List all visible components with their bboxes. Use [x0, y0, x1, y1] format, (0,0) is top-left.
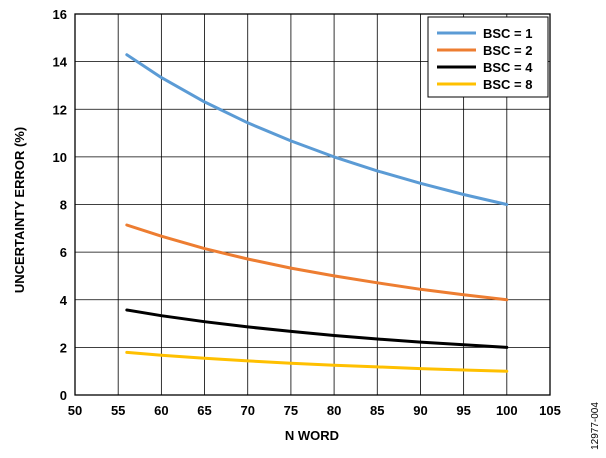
legend-label: BSC = 8: [483, 77, 533, 92]
y-tick-label: 6: [60, 245, 67, 260]
y-tick-label: 16: [53, 7, 67, 22]
x-axis-title: N WORD: [285, 428, 339, 443]
y-tick-label: 0: [60, 388, 67, 403]
legend-label: BSC = 4: [483, 60, 533, 75]
y-axis-title: UNCERTAINTY ERROR (%): [12, 127, 27, 293]
y-tick-label: 14: [53, 55, 68, 70]
y-tick-label: 8: [60, 198, 67, 213]
x-tick-label: 105: [539, 403, 561, 418]
y-tick-label: 10: [53, 150, 67, 165]
y-tick-label: 4: [60, 293, 68, 308]
x-tick-label: 90: [413, 403, 427, 418]
x-tick-label: 60: [154, 403, 168, 418]
legend-label: BSC = 2: [483, 43, 533, 58]
plot-frame: [74, 13, 551, 396]
series-line: [125, 223, 509, 302]
figure-id: 12977-004: [590, 402, 601, 450]
y-tick-label: 2: [60, 340, 67, 355]
series-line: [125, 53, 509, 206]
legend-label: BSC = 1: [483, 26, 533, 41]
x-tick-label: 80: [327, 403, 341, 418]
tick-labels: 50 55 60 65 70 75 80 85 90 95 100 105 0 2 4 6 8 10 12 14 16: [53, 7, 561, 418]
x-tick-label: 55: [111, 403, 125, 418]
x-tick-label: 85: [370, 403, 384, 418]
x-tick-label: 100: [496, 403, 518, 418]
series-line: [125, 350, 509, 373]
x-tick-label: 75: [284, 403, 298, 418]
x-tick-label: 95: [456, 403, 470, 418]
y-tick-label: 12: [53, 102, 67, 117]
legend: BSC = 1 BSC = 2 BSC = 4 BSC = 8: [427, 16, 549, 98]
x-tick-label: 65: [197, 403, 211, 418]
x-tick-label: 70: [240, 403, 254, 418]
series-line: [125, 308, 509, 349]
x-tick-label: 50: [68, 403, 82, 418]
series-lines: [125, 53, 509, 373]
